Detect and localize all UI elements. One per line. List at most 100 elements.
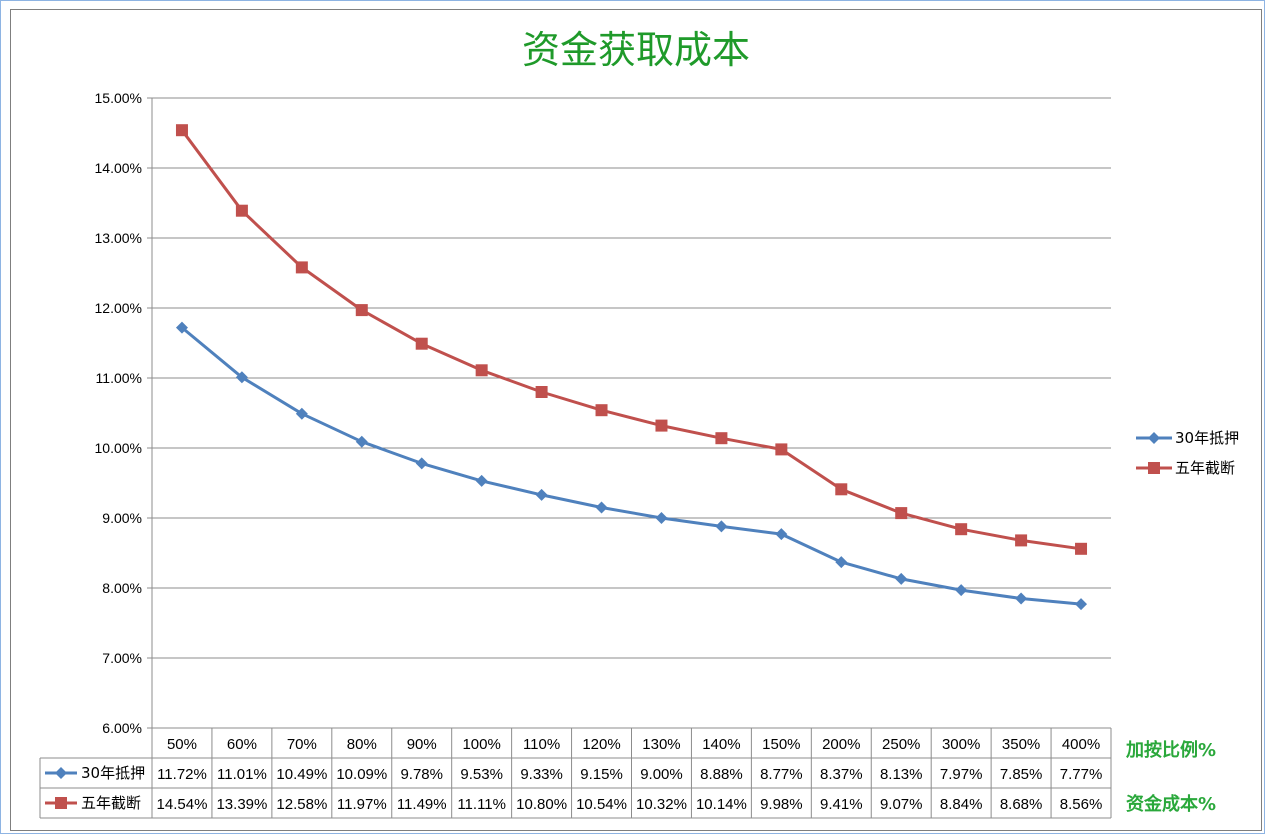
data-point	[1075, 598, 1088, 611]
data-table-cell: 10.32%	[636, 796, 687, 813]
data-point	[1015, 534, 1028, 547]
data-table-cell: 8.88%	[700, 766, 743, 783]
y-tick-label: 9.00%	[102, 510, 142, 526]
data-table-cell: 9.00%	[640, 766, 683, 783]
legend-marker	[1148, 462, 1160, 474]
table-series-name: 五年截断	[81, 794, 141, 812]
data-point	[895, 507, 908, 520]
data-point	[1075, 542, 1088, 555]
data-point	[775, 528, 788, 541]
data-table-cell: 11.72%	[157, 766, 207, 783]
data-point	[595, 404, 608, 417]
data-point	[175, 321, 188, 334]
y-axis: 6.00% 7.00% 8.00% 9.00% 10.00% 11.00% 12.00% 13…	[95, 90, 153, 736]
x-tick-label: 120%	[582, 736, 620, 753]
x-tick-label: 400%	[1062, 736, 1100, 753]
data-point	[655, 419, 668, 432]
data-point	[595, 501, 608, 514]
x-tick-label: 50%	[167, 736, 197, 753]
x-tick-label: 110%	[523, 736, 560, 753]
data-point	[295, 261, 308, 274]
data-point	[775, 443, 788, 456]
data-point	[535, 386, 548, 398]
y-tick-label: 12.00%	[95, 300, 142, 316]
data-point	[895, 572, 908, 585]
table-series-key-marker	[55, 797, 67, 809]
data-table-cell: 14.54%	[157, 796, 208, 813]
y-tick-label: 13.00%	[95, 230, 142, 246]
data-table-cell: 12.58%	[276, 796, 327, 813]
legend-label: 五年截断	[1175, 459, 1235, 477]
data-table-cell: 8.56%	[1060, 796, 1103, 813]
data-table-cell: 9.78%	[400, 766, 443, 783]
data-table-cell: 7.77%	[1060, 766, 1103, 783]
data-table-cell: 7.97%	[940, 766, 983, 783]
data-table-cell: 9.15%	[580, 766, 623, 783]
data-point	[715, 432, 728, 445]
data-point	[175, 124, 188, 137]
x-tick-label: 350%	[1002, 736, 1040, 753]
value-rows-label: 资金成本%	[1126, 793, 1216, 815]
data-table-cell: 9.33%	[520, 766, 563, 783]
chart-area: 资金获取成本 6.00% 7.00% 8.00% 9.00% 10.00% 11.00% 1…	[10, 9, 1262, 831]
data-table-cell: 8.84%	[940, 796, 983, 813]
data-point	[475, 474, 488, 487]
data-point	[295, 407, 308, 420]
y-tick-label: 6.00%	[102, 720, 142, 736]
data-table-cell: 9.53%	[460, 766, 503, 783]
y-tick-label: 11.00%	[96, 370, 142, 386]
data-point	[835, 556, 848, 569]
chart-title: 资金获取成本	[522, 28, 750, 72]
x-tick-label: 150%	[762, 736, 800, 753]
data-point	[235, 371, 248, 384]
data-table-cell: 10.09%	[336, 766, 387, 783]
data-point	[415, 457, 428, 470]
data-point	[655, 512, 668, 524]
data-point	[535, 488, 548, 501]
x-tick-label: 70%	[287, 736, 317, 753]
data-point	[475, 364, 488, 377]
data-table-cell: 9.41%	[820, 796, 863, 813]
x-tick-label: 100%	[462, 736, 500, 753]
x-tick-label: 300%	[942, 736, 980, 753]
data-point	[955, 523, 968, 536]
x-tick-label: 130%	[642, 736, 680, 753]
x-tick-label: 90%	[407, 736, 437, 753]
x-tick-label: 140%	[702, 736, 740, 753]
x-tick-label: 200%	[822, 736, 860, 753]
data-point	[355, 304, 368, 317]
data-point	[415, 337, 428, 350]
series-group	[175, 124, 1088, 611]
data-point	[835, 483, 848, 496]
data-point	[235, 204, 248, 217]
x-tick-label: 80%	[347, 736, 377, 753]
data-table-cell: 9.07%	[880, 796, 923, 813]
data-table-cell: 8.13%	[880, 766, 923, 783]
data-table-cell: 11.97%	[337, 796, 387, 813]
data-table-cell: 10.49%	[276, 766, 327, 783]
data-table-cell: 10.54%	[576, 796, 627, 813]
data-table-cell: 10.80%	[516, 796, 567, 813]
series-line	[181, 326, 1082, 606]
y-tick-label: 8.00%	[102, 580, 142, 596]
table-series-key-marker	[55, 767, 67, 779]
y-tick-label: 14.00%	[95, 160, 142, 176]
data-table-cell: 7.85%	[1000, 766, 1043, 783]
category-row-label: 加按比例%	[1125, 739, 1216, 761]
data-table: 50% 60% 70% 80% 90% 100% 110% 120% 130% 140% 150% 2…	[39, 727, 1112, 819]
y-tick-label: 10.00%	[95, 440, 142, 456]
data-table-cell: 11.49%	[397, 796, 447, 813]
y-tick-label: 7.00%	[102, 650, 142, 666]
legend-marker	[1148, 432, 1160, 444]
x-tick-label: 60%	[227, 736, 257, 753]
data-table-cell: 8.68%	[1000, 796, 1043, 813]
data-table-cell: 9.98%	[760, 796, 803, 813]
line-chart: 资金获取成本 6.00% 7.00% 8.00% 9.00% 10.00% 11.00% 1…	[39, 28, 1239, 819]
data-table-cell: 8.77%	[760, 766, 803, 783]
data-table-cell: 8.37%	[820, 766, 863, 783]
data-table-cell: 11.01%	[217, 766, 267, 783]
table-series-name: 30年抵押	[81, 764, 145, 782]
gridlines	[152, 97, 1111, 729]
